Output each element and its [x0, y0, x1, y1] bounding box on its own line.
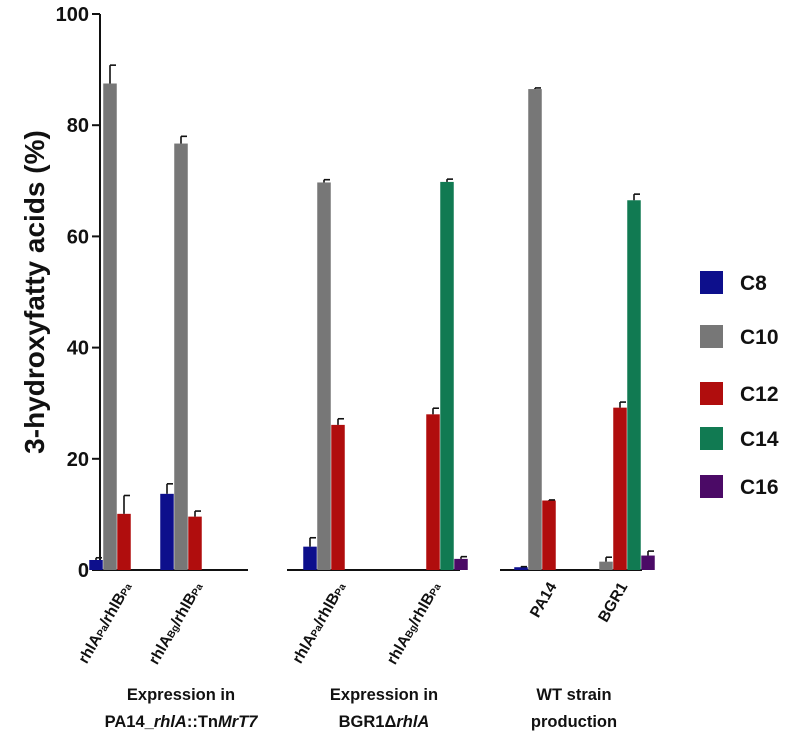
group-label-line1: Expression in — [127, 686, 235, 704]
bar-c14 — [627, 200, 641, 570]
bar-c12 — [613, 407, 627, 570]
bar-c10 — [103, 83, 117, 570]
legend-swatch-c12 — [700, 382, 723, 405]
category-label: rhlABg/rhlBPa — [384, 579, 445, 667]
legend: C8 C10 C12 C14 C16 — [700, 271, 779, 499]
bar-c8 — [514, 567, 528, 570]
category-label: rhlAPa/rhlBPa — [75, 579, 135, 666]
category-label: BGR1 — [595, 579, 631, 625]
bar-c12 — [188, 516, 202, 570]
bar-c10 — [317, 182, 331, 570]
group-label-line2: PA14_rhlA::TnMrT7 — [105, 713, 259, 731]
category-label-part: Pa — [309, 623, 325, 639]
bars — [89, 64, 655, 571]
group-label-part: PA14_ — [105, 713, 155, 731]
y-tick-label: 60 — [67, 226, 89, 248]
legend-swatch-c16 — [700, 475, 723, 498]
group-label-part: BGR1Δ — [339, 713, 397, 731]
group-label-part: production — [531, 713, 617, 731]
legend-label-c12: C12 — [740, 383, 779, 406]
category-label-part: Pa — [95, 623, 111, 639]
legend-swatch-c14 — [700, 427, 723, 450]
category-label-part: Pa — [333, 582, 349, 598]
bar-c10 — [528, 89, 542, 570]
bar-c8 — [160, 493, 174, 570]
y-tick-label: 40 — [67, 338, 89, 360]
legend-swatch-c10 — [700, 325, 723, 348]
bar-c12 — [331, 424, 345, 570]
group-label-part: MrT7 — [218, 713, 258, 731]
bar-c16 — [641, 555, 655, 570]
legend-label-c14: C14 — [740, 428, 779, 451]
category-label: rhlABg/rhlBPa — [146, 579, 207, 667]
group-label-line1: Expression in — [330, 686, 438, 704]
group-label-part: rhlA — [154, 713, 187, 731]
category-label: rhlAPa/rhlBPa — [289, 579, 349, 666]
category-label: PA14 — [527, 579, 561, 620]
group-label-part: rhlA — [396, 713, 429, 731]
bar-c12 — [542, 500, 556, 570]
group-label-line2: BGR1ΔrhlA — [339, 713, 430, 731]
group-label-line1: WT strain — [536, 686, 611, 704]
group-label-line2: production — [531, 713, 617, 731]
category-label-part: Pa — [119, 582, 135, 598]
y-tick-label: 100 — [56, 4, 89, 26]
bar-c8 — [89, 559, 103, 570]
category-label-part: Pa — [428, 582, 444, 598]
legend-label-c10: C10 — [740, 326, 779, 349]
legend-label-c16: C16 — [740, 476, 779, 499]
y-tick-label: 20 — [67, 449, 89, 471]
y-tick-label: 80 — [67, 115, 89, 137]
bar-c8 — [303, 546, 317, 570]
legend-swatch-c8 — [700, 271, 723, 294]
bar-c10 — [174, 143, 188, 570]
category-label-part: PA14 — [527, 579, 561, 620]
legend-label-c8: C8 — [740, 272, 767, 295]
group-label-part: ::Tn — [187, 713, 218, 731]
y-tick-label: 0 — [78, 560, 89, 582]
category-label-part: Pa — [190, 582, 206, 598]
bar-c12 — [426, 414, 440, 570]
bar-c10 — [599, 561, 613, 570]
bar-c16 — [454, 558, 468, 570]
category-label-part: BGR1 — [595, 579, 631, 625]
y-axis-title: 3-hydroxyfatty acids (%) — [19, 130, 50, 454]
bar-c12 — [117, 513, 131, 570]
bar-c14 — [440, 181, 454, 571]
